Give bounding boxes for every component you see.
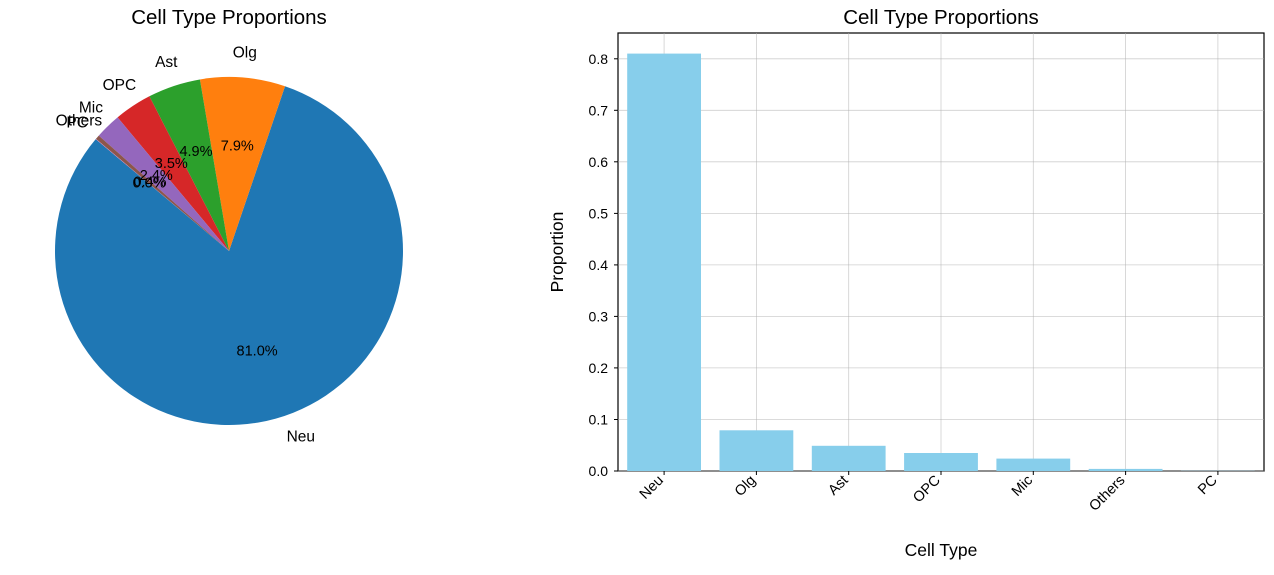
svg-text:0.5: 0.5 — [589, 205, 609, 221]
svg-text:Neu: Neu — [287, 429, 315, 446]
svg-text:0.1: 0.1 — [589, 412, 609, 428]
svg-text:Cell Type Proportions: Cell Type Proportions — [131, 6, 327, 29]
svg-text:7.9%: 7.9% — [221, 139, 254, 155]
svg-text:0.8: 0.8 — [589, 51, 609, 67]
svg-text:0.6: 0.6 — [589, 154, 609, 170]
svg-text:0.4: 0.4 — [589, 257, 609, 273]
svg-text:OPC: OPC — [103, 77, 137, 94]
svg-text:0.2: 0.2 — [589, 360, 609, 376]
svg-text:Ast: Ast — [155, 54, 178, 71]
svg-text:0.3: 0.3 — [589, 308, 609, 324]
svg-text:Cell Type Proportions: Cell Type Proportions — [843, 6, 1039, 29]
svg-text:Proportion: Proportion — [547, 212, 567, 293]
svg-text:0.0%: 0.0% — [133, 176, 166, 192]
svg-text:81.0%: 81.0% — [237, 343, 278, 359]
svg-text:Olg: Olg — [233, 44, 257, 61]
svg-text:0.7: 0.7 — [589, 102, 609, 118]
svg-text:PC: PC — [66, 114, 88, 131]
svg-text:Cell Type: Cell Type — [905, 540, 978, 560]
svg-text:0.0: 0.0 — [589, 463, 609, 479]
